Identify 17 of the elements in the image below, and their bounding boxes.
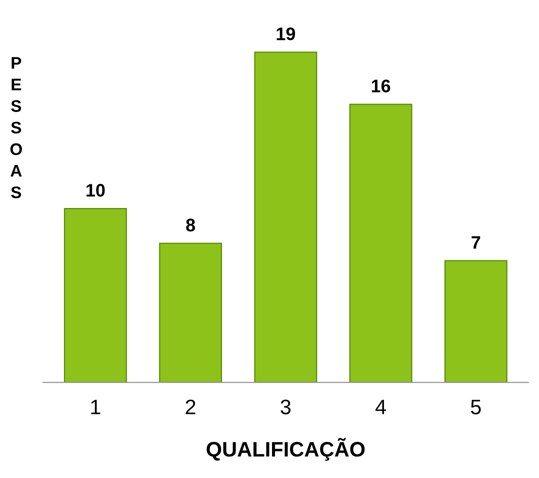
x-tick-label: 3	[280, 400, 291, 414]
bar	[64, 208, 127, 382]
x-tick-label: 1	[91, 400, 100, 414]
bar	[254, 52, 318, 382]
x-tick-label: 2	[186, 400, 196, 414]
data-label: 8	[186, 218, 196, 232]
bar	[159, 242, 222, 382]
data-label: 10	[86, 184, 105, 197]
x-tick-label: 5	[470, 400, 481, 414]
y-axis-title: PESSOAS	[10, 57, 22, 198]
x-axis-title: QUALIFICAÇÃO	[206, 438, 365, 461]
data-label: 7	[472, 236, 480, 249]
x-tick-label: 4	[375, 400, 386, 414]
data-label: 19	[276, 27, 296, 40]
bar	[349, 104, 412, 382]
bar	[444, 260, 508, 382]
data-label: 16	[372, 80, 390, 92]
